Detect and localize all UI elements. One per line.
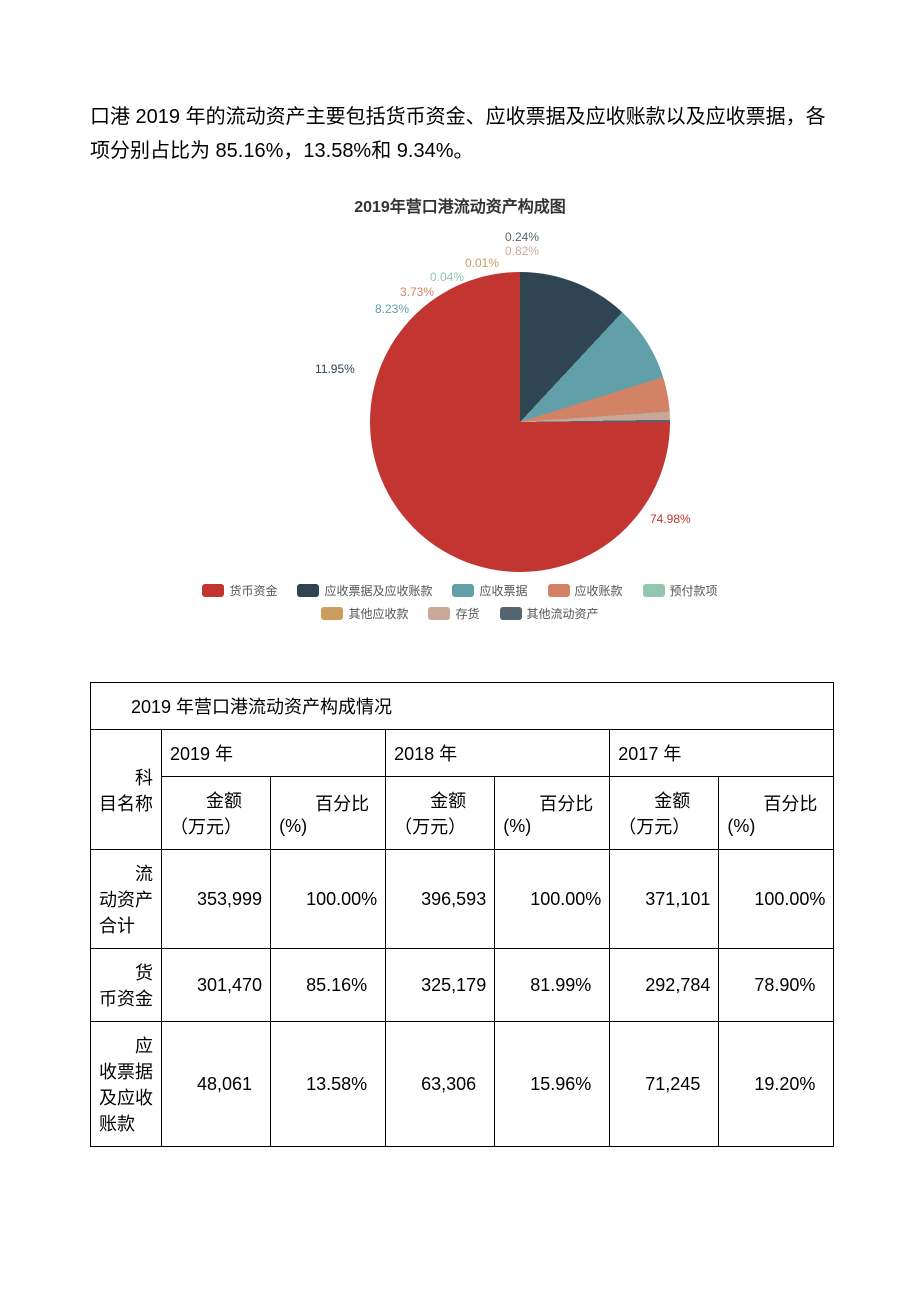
legend-label: 应收账款: [575, 582, 623, 599]
col-name-header: 科目名称: [91, 730, 162, 850]
pie-label: 74.98%: [650, 512, 691, 526]
legend-swatch: [202, 584, 224, 597]
body-paragraph: 口港 2019 年的流动资产主要包括货币资金、应收票据及应收账款以及应收票据，各…: [90, 100, 830, 168]
pie-label: 3.73%: [400, 285, 434, 299]
legend-label: 存货: [455, 605, 479, 622]
pie-label: 0.01%: [465, 256, 499, 270]
legend-swatch: [428, 607, 450, 620]
legend-item: 应收账款: [548, 582, 623, 599]
sub-header: 百分比(%): [495, 777, 610, 850]
legend-item: 预付款项: [643, 582, 718, 599]
legend-item: 存货: [428, 605, 479, 622]
cell-value: 19.20%: [719, 1022, 834, 1147]
legend-item: 应收票据及应收账款: [297, 582, 432, 599]
chart-legend: 货币资金 应收票据及应收账款 应收票据 应收账款 预付款项其他应收款 存货 其他流动资产: [180, 582, 740, 622]
legend-label: 预付款项: [670, 582, 718, 599]
legend-swatch: [452, 584, 474, 597]
cell-value: 301,470: [162, 949, 271, 1022]
pie-label: 8.23%: [375, 302, 409, 316]
pie-label: 0.24%: [505, 230, 539, 244]
legend-item: 应收票据: [452, 582, 527, 599]
cell-value: 71,245: [610, 1022, 719, 1147]
legend-item: 其他流动资产: [500, 605, 599, 622]
cell-value: 325,179: [386, 949, 495, 1022]
pie-label: 11.95%: [315, 362, 355, 376]
table-title: 2019 年营口港流动资产构成情况: [91, 683, 834, 730]
row-name: 流动资产合计: [91, 850, 162, 949]
legend-item: 其他应收款: [321, 605, 408, 622]
year-header: 2017 年: [610, 730, 834, 777]
table-row: 应收票据及应收账款48,06113.58%63,30615.96%71,2451…: [91, 1022, 834, 1147]
row-name: 货币资金: [91, 949, 162, 1022]
cell-value: 78.90%: [719, 949, 834, 1022]
sub-header: 金额（万元）: [162, 777, 271, 850]
pie-chart-container: 2019年营口港流动资产构成图 74.98%11.95%8.23%3.73%0.…: [90, 193, 830, 622]
legend-swatch: [548, 584, 570, 597]
legend-swatch: [297, 584, 319, 597]
legend-label: 其他应收款: [348, 605, 408, 622]
cell-value: 100.00%: [719, 850, 834, 949]
cell-value: 48,061: [162, 1022, 271, 1147]
sub-header: 金额（万元）: [610, 777, 719, 850]
legend-label: 应收票据及应收账款: [324, 582, 432, 599]
legend-swatch: [321, 607, 343, 620]
pie-label: 0.82%: [505, 244, 539, 258]
legend-item: 货币资金: [202, 582, 277, 599]
cell-value: 292,784: [610, 949, 719, 1022]
pie-chart: [370, 272, 670, 572]
assets-table: 2019 年营口港流动资产构成情况 科目名称 2019 年 2018 年 201…: [90, 682, 834, 1147]
legend-label: 应收票据: [479, 582, 527, 599]
cell-value: 13.58%: [271, 1022, 386, 1147]
cell-value: 100.00%: [495, 850, 610, 949]
row-name: 应收票据及应收账款: [91, 1022, 162, 1147]
chart-title: 2019年营口港流动资产构成图: [90, 193, 830, 217]
year-header: 2018 年: [386, 730, 610, 777]
cell-value: 63,306: [386, 1022, 495, 1147]
sub-header: 金额（万元）: [386, 777, 495, 850]
cell-value: 81.99%: [495, 949, 610, 1022]
cell-value: 85.16%: [271, 949, 386, 1022]
cell-value: 100.00%: [271, 850, 386, 949]
legend-label: 货币资金: [229, 582, 277, 599]
table-row: 货币资金301,47085.16%325,17981.99%292,78478.…: [91, 949, 834, 1022]
pie-label: 0.04%: [430, 270, 464, 284]
sub-header: 百分比(%): [271, 777, 386, 850]
table-row: 流动资产合计353,999100.00%396,593100.00%371,10…: [91, 850, 834, 949]
sub-header: 百分比(%): [719, 777, 834, 850]
cell-value: 353,999: [162, 850, 271, 949]
cell-value: 371,101: [610, 850, 719, 949]
legend-swatch: [500, 607, 522, 620]
year-header: 2019 年: [162, 730, 386, 777]
cell-value: 396,593: [386, 850, 495, 949]
legend-swatch: [643, 584, 665, 597]
legend-label: 其他流动资产: [527, 605, 599, 622]
cell-value: 15.96%: [495, 1022, 610, 1147]
